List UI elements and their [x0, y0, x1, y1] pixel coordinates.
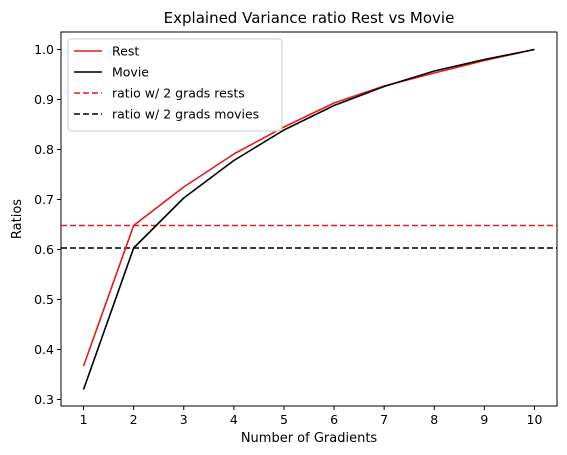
y-axis-ticks: 0.3 0.4 0.5 0.6 0.7 0.8 0.9 1.0 — [34, 42, 61, 407]
legend-label: ratio w/ 2 grads movies — [112, 107, 259, 122]
x-axis-label: Number of Gradients — [241, 431, 378, 446]
x-tick-label: 6 — [330, 412, 338, 427]
reference-lines — [61, 224, 557, 249]
x-tick-label: 2 — [130, 412, 138, 427]
x-tick-label: 7 — [380, 412, 388, 427]
y-tick-label: 0.6 — [34, 242, 54, 257]
y-tick-label: 0.8 — [34, 142, 54, 157]
series-line-rest — [82, 48, 535, 367]
x-tick-label: 10 — [527, 412, 543, 427]
series-lines — [82, 48, 535, 390]
x-tick-label: 8 — [430, 412, 438, 427]
legend-label: Rest — [112, 44, 139, 59]
plot-frame — [60, 31, 558, 407]
series-line-movie — [82, 48, 535, 390]
legend-label: Movie — [112, 65, 149, 80]
x-tick-label: 4 — [230, 412, 238, 427]
x-tick-label: 3 — [180, 412, 188, 427]
chart-title: Explained Variance ratio Rest vs Movie — [164, 9, 455, 27]
legend: Rest Movie ratio w/ 2 grads rests ratio w/ … — [67, 38, 283, 132]
y-axis-label: Ratios — [10, 199, 25, 239]
y-tick-label: 0.9 — [34, 92, 54, 107]
x-tick-label: 1 — [80, 412, 88, 427]
y-tick-label: 0.4 — [34, 342, 54, 357]
x-tick-label: 9 — [480, 412, 488, 427]
x-axis-ticks: 1 2 3 4 5 6 7 8 9 10 — [80, 406, 543, 427]
y-tick-label: 0.3 — [34, 392, 54, 407]
y-tick-label: 0.7 — [34, 192, 54, 207]
legend-box — [67, 38, 283, 132]
legend-label: ratio w/ 2 grads rests — [112, 86, 245, 101]
x-tick-label: 5 — [280, 412, 288, 427]
y-tick-label: 1.0 — [34, 42, 54, 57]
y-tick-label: 0.5 — [34, 292, 54, 307]
